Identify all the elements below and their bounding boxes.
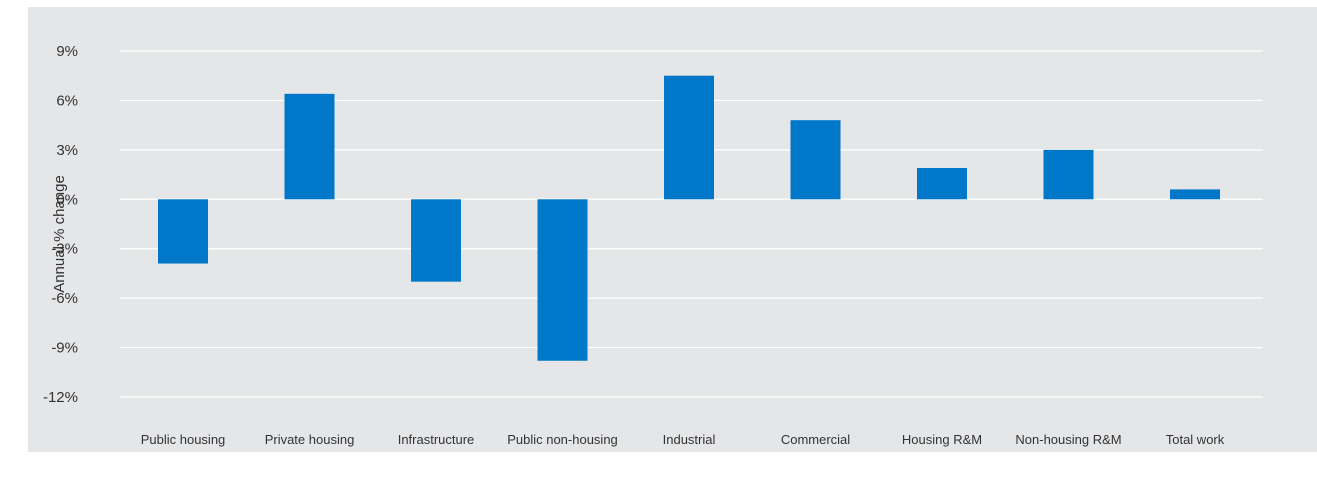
y-axis-title: Annual % change [51,175,68,293]
x-tick-label: Non-housing R&M [1015,432,1121,447]
y-tick-label: 3% [56,142,78,159]
x-tick-label: Total work [1166,432,1225,447]
bar-private-housing [284,93,335,200]
chart-panel: 9% 6% 3% 0% -3% -6% -9% -12% Public housing Priv… [28,7,1317,452]
y-tick-label: 0% [56,191,78,208]
y-tick-label: -12% [43,389,78,406]
x-tick-label: Private housing [265,432,355,447]
bar-total-work [1170,189,1220,200]
y-tick-label: -6% [51,290,78,307]
bar-public-housing [158,199,208,264]
y-tick-label: -3% [51,241,78,258]
bar-chart: 9% 6% 3% 0% -3% -6% -9% -12% Public housing Priv… [43,43,1263,447]
bar-infrastructure [411,199,461,282]
y-tick-label: -9% [51,340,78,357]
y-tick-label: 9% [56,43,78,60]
bar-housing-r-m [917,167,967,200]
bar-public-non-housing [537,199,588,361]
y-axis-ticks: 9% 6% 3% 0% -3% -6% -9% -12% [43,43,78,406]
bar-commercial [790,120,841,200]
bar-non-housing-r-m [1043,149,1094,200]
x-tick-label: Housing R&M [902,432,982,447]
bars [158,75,1220,361]
x-axis-labels: Public housing Private housing Infrastruct… [141,432,1225,447]
x-tick-label: Public non-housing [507,432,618,447]
y-tick-label: 6% [56,92,78,109]
x-tick-label: Infrastructure [398,432,475,447]
bar-industrial [664,75,714,200]
x-tick-label: Public housing [141,432,226,447]
x-tick-label: Commercial [781,432,850,447]
x-tick-label: Industrial [663,432,716,447]
